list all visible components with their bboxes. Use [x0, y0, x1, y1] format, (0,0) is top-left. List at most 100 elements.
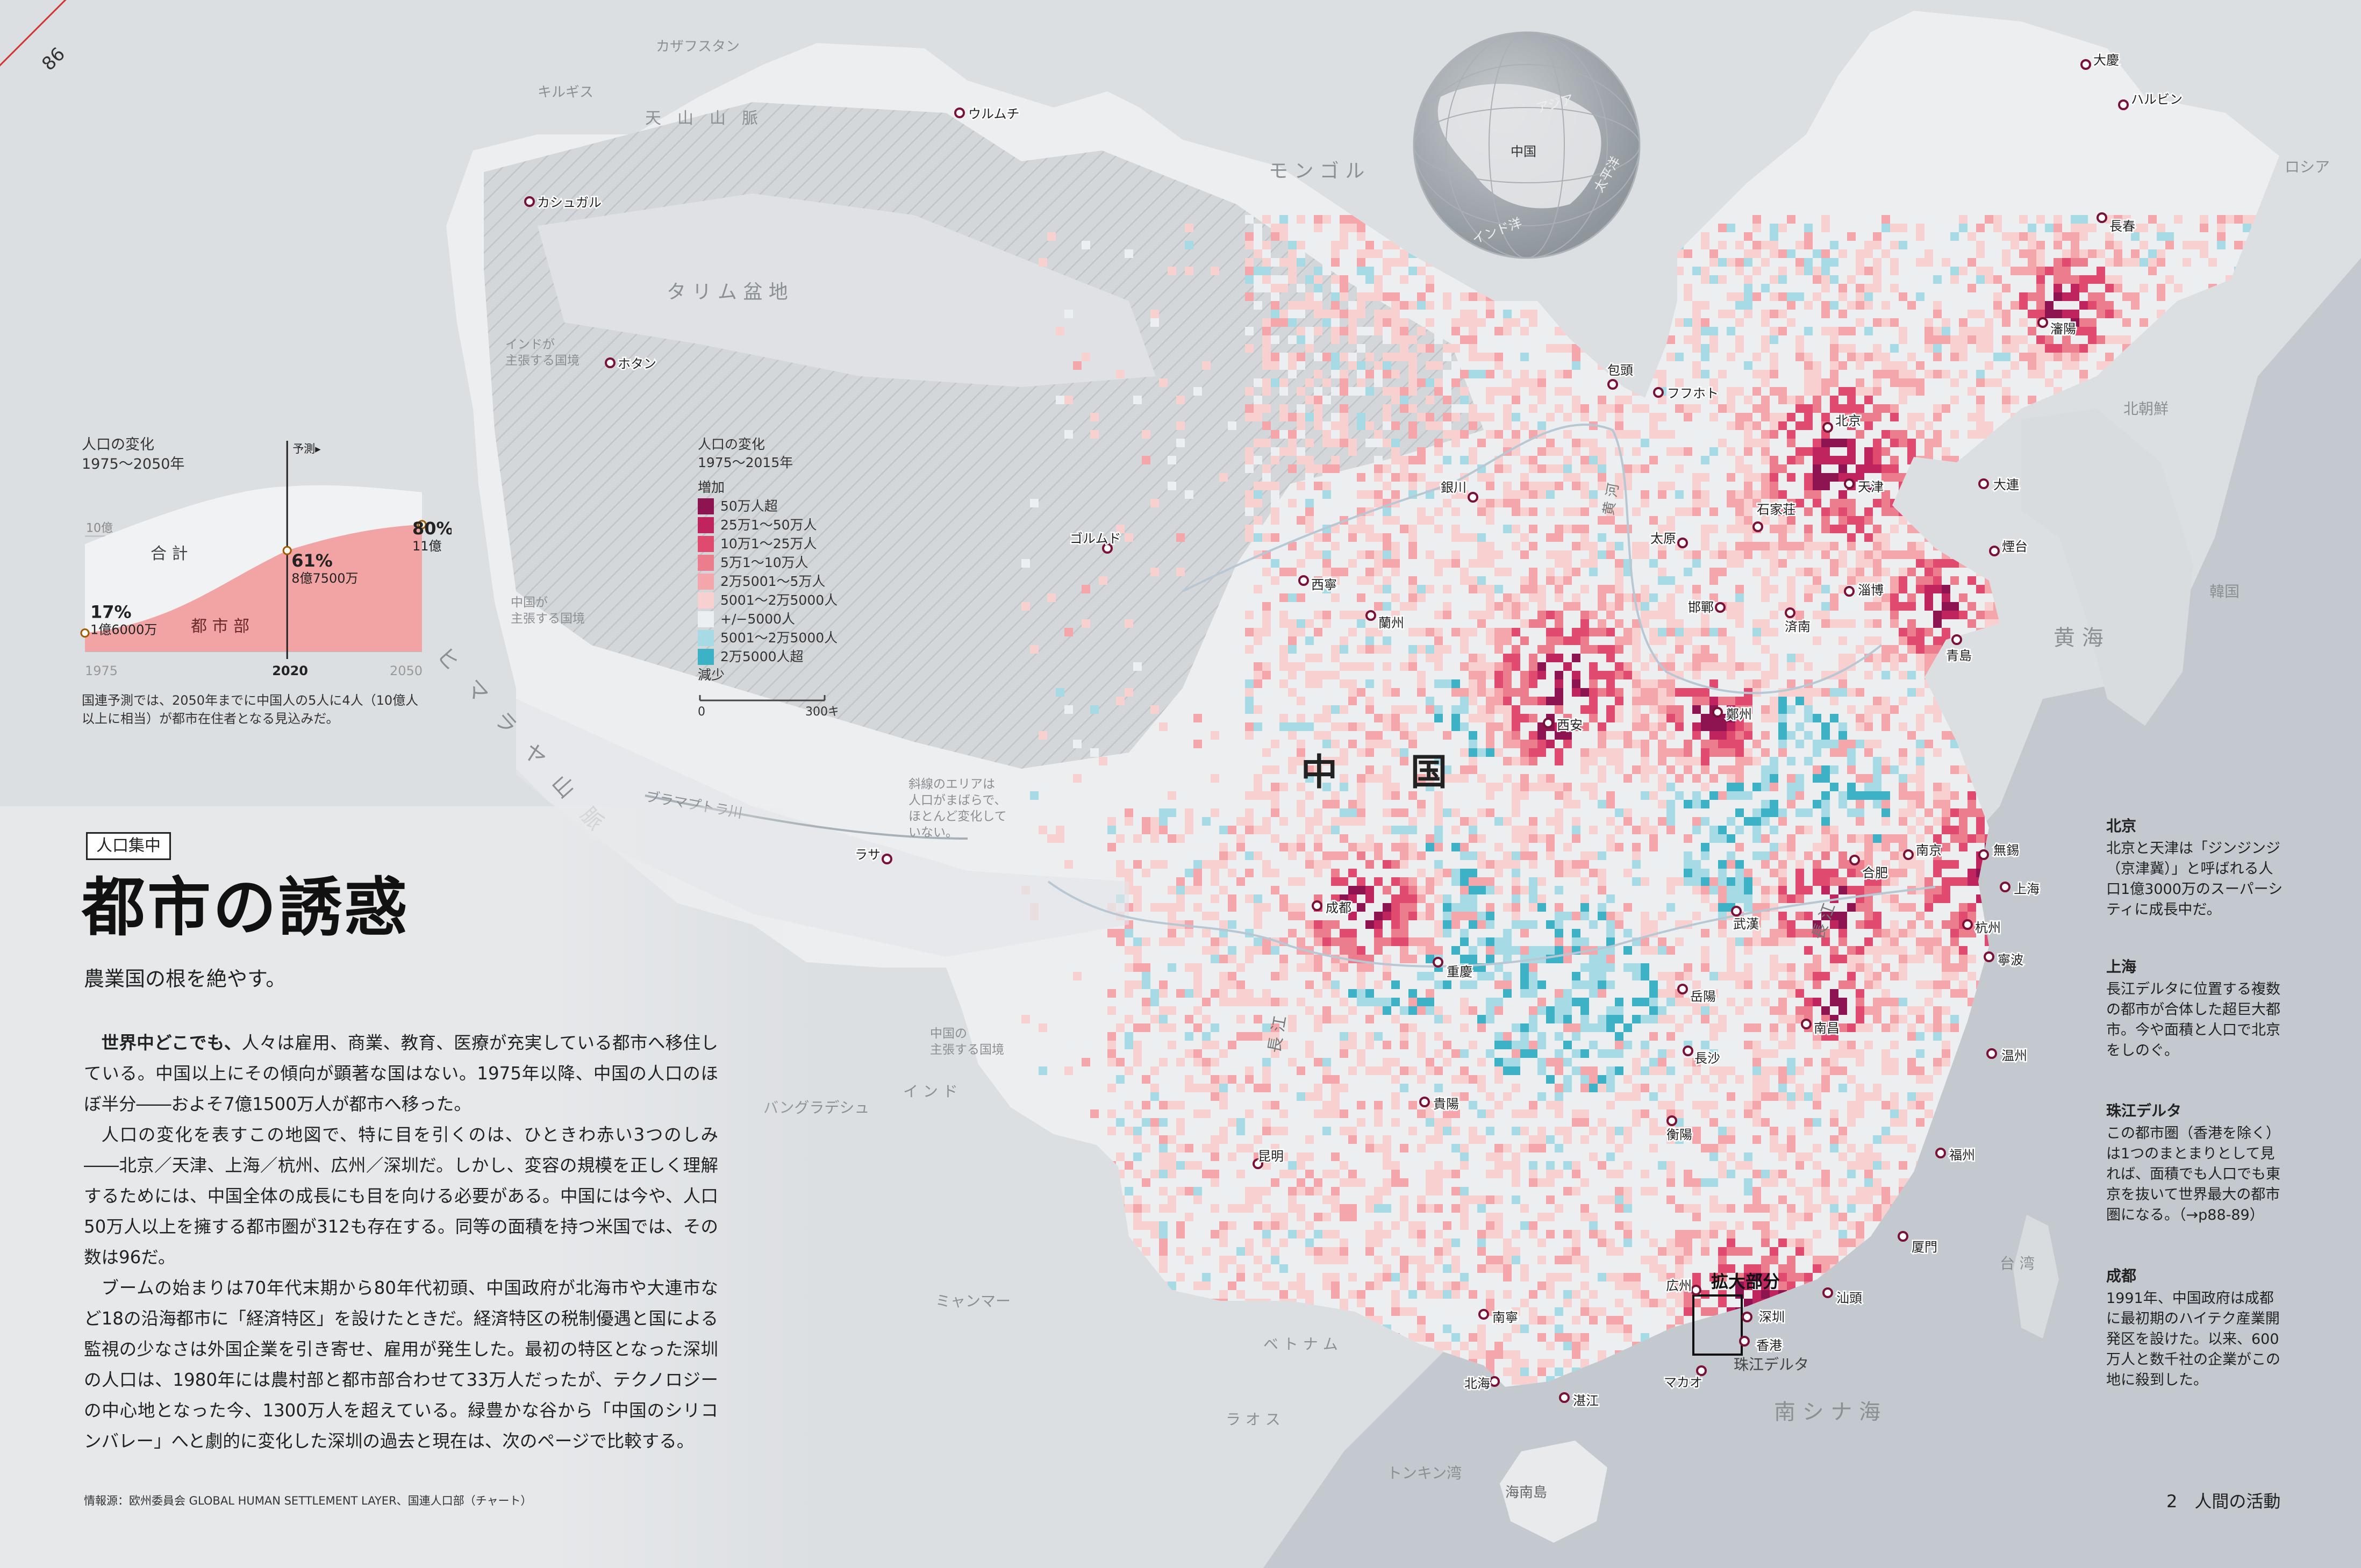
- density-cell: [1477, 843, 1486, 851]
- density-cell: [1107, 1109, 1116, 1118]
- density-cell: [1185, 1066, 1193, 1075]
- density-cell: [1598, 542, 1606, 550]
- density-cell: [1632, 688, 1641, 697]
- density-cell: [1709, 628, 1718, 636]
- density-cell: [1649, 413, 1658, 421]
- density-cell: [1563, 456, 1572, 464]
- density-cell: [1322, 439, 1331, 447]
- density-cell: [1649, 989, 1658, 998]
- density-cell: [1107, 998, 1116, 1006]
- density-cell: [1443, 413, 1451, 421]
- density-cell: [1641, 679, 1649, 688]
- density-cell: [1434, 1178, 1443, 1187]
- density-cell: [1589, 1213, 1598, 1221]
- density-cell: [1684, 1161, 1692, 1170]
- density-cell: [1615, 645, 1623, 654]
- density-cell: [1228, 1221, 1236, 1230]
- density-cell: [1520, 318, 1529, 327]
- density-cell: [1503, 568, 1512, 576]
- density-cell: [1202, 1144, 1211, 1152]
- density-cell: [1469, 1006, 1477, 1015]
- density-cell: [1348, 525, 1357, 533]
- density-cell: [1408, 533, 1417, 542]
- density-cell: [1107, 989, 1116, 998]
- density-cell: [1331, 249, 1340, 258]
- density-cell: [1391, 1015, 1400, 1023]
- density-cell: [1254, 1221, 1262, 1230]
- density-cell: [1348, 843, 1357, 851]
- density-cell: [1107, 1127, 1116, 1135]
- density-cell: [1193, 1195, 1202, 1204]
- density-cell: [1512, 937, 1520, 946]
- density-cell: [1391, 1307, 1400, 1316]
- density-cell: [1701, 611, 1709, 619]
- density-cell: [1675, 318, 1684, 327]
- density-cell: [1340, 774, 1348, 783]
- density-cell: [1262, 1023, 1271, 1032]
- density-cell: [1615, 1204, 1623, 1213]
- density-cell: [1185, 1195, 1193, 1204]
- density-cell: [1623, 1333, 1632, 1342]
- density-cell: [1271, 783, 1279, 791]
- density-cell: [1245, 232, 1254, 241]
- density-cell: [1271, 998, 1279, 1006]
- density-cell: [1383, 241, 1391, 249]
- density-cell: [1279, 1006, 1288, 1015]
- density-cell: [1374, 275, 1383, 284]
- density-cell: [1150, 1221, 1159, 1230]
- density-cell: [1254, 912, 1262, 920]
- density-cell: [1727, 654, 1735, 662]
- density-cell: [1641, 972, 1649, 980]
- density-cell: [1649, 1109, 1658, 1118]
- density-cell: [1666, 542, 1675, 550]
- density-cell: [1555, 843, 1563, 851]
- density-cell: [1408, 1152, 1417, 1161]
- density-cell: [1641, 1307, 1649, 1316]
- density-cell: [1451, 1256, 1460, 1264]
- density-cell: [1666, 353, 1675, 361]
- density-cell: [1168, 834, 1176, 843]
- density-cell: [1142, 972, 1150, 980]
- density-cell: [1271, 1281, 1279, 1290]
- density-cell: [1322, 783, 1331, 791]
- density-cell: [1718, 636, 1727, 645]
- density-cell: [1503, 413, 1512, 421]
- density-cell: [1546, 1281, 1555, 1290]
- density-cell: [1563, 490, 1572, 499]
- density-cell: [1417, 1049, 1426, 1058]
- density-cell: [1322, 1127, 1331, 1135]
- density-cell: [1279, 404, 1288, 413]
- density-cell: [1262, 1041, 1271, 1049]
- density-cell: [1219, 1178, 1228, 1187]
- density-cell: [1211, 731, 1219, 740]
- density-cell: [1615, 826, 1623, 834]
- density-cell: [1271, 1213, 1279, 1221]
- density-cell: [1727, 525, 1735, 533]
- density-cell: [1709, 516, 1718, 525]
- density-cell: [1219, 1221, 1228, 1230]
- density-cell: [1606, 800, 1615, 808]
- density-cell: [1572, 688, 1580, 697]
- density-cell: [1580, 525, 1589, 533]
- density-cell: [1314, 327, 1322, 335]
- density-cell: [1297, 1187, 1305, 1195]
- density-cell: [1417, 602, 1426, 611]
- density-cell: [1391, 568, 1400, 576]
- density-cell: [1658, 783, 1666, 791]
- density-cell: [1615, 421, 1623, 430]
- density-cell: [1133, 1118, 1142, 1127]
- density-cell: [1494, 576, 1503, 585]
- density-cell: [1374, 937, 1383, 946]
- density-cell: [1245, 1195, 1254, 1204]
- density-cell: [1666, 525, 1675, 533]
- density-cell: [1486, 1350, 1494, 1359]
- density-cell: [1555, 1015, 1563, 1023]
- density-cell: [1675, 877, 1684, 886]
- density-cell: [1641, 1230, 1649, 1238]
- density-cell: [1529, 1144, 1537, 1152]
- density-cell: [1391, 593, 1400, 602]
- density-cell: [1709, 989, 1718, 998]
- density-cell: [1348, 1290, 1357, 1299]
- density-cell: [1288, 1281, 1297, 1290]
- density-cell: [1658, 1049, 1666, 1058]
